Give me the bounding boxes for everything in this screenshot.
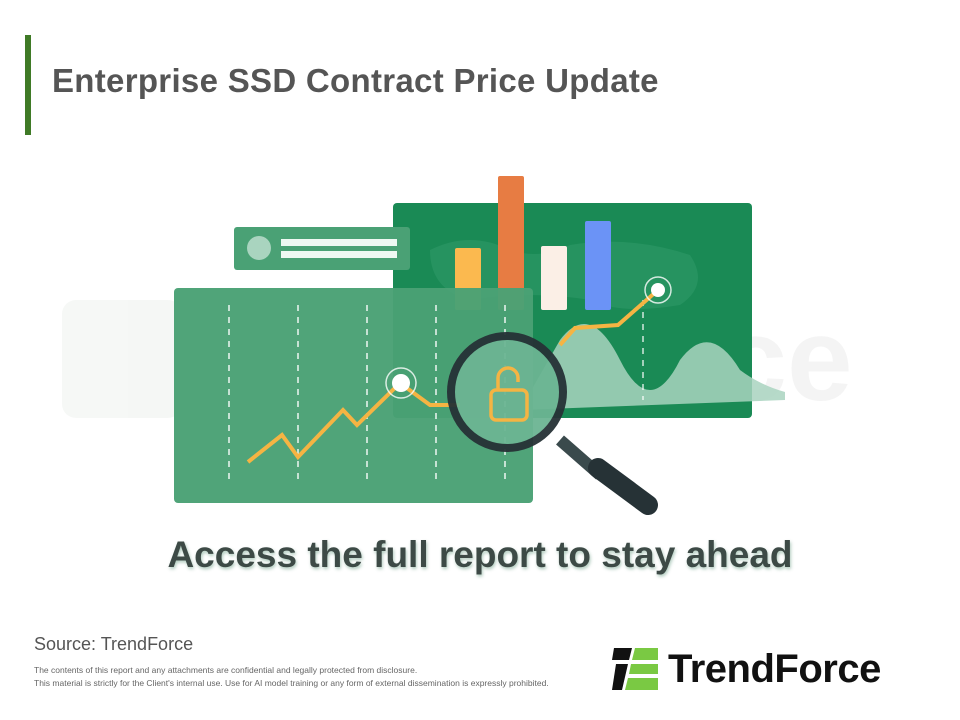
area-wave <box>520 324 785 410</box>
bar-cream <box>541 246 567 310</box>
back-data-point <box>651 283 665 297</box>
bar-blue <box>585 221 611 310</box>
magnifier-icon <box>447 332 658 515</box>
front-data-point <box>392 374 410 392</box>
trendforce-logo-text: TrendForce <box>668 646 881 691</box>
call-to-action-caption: Access the full report to stay ahead <box>167 534 793 575</box>
back-trend-line <box>558 288 660 347</box>
unlocked-padlock-icon <box>489 366 529 422</box>
info-card-avatar <box>247 236 271 260</box>
front-trend-line <box>246 380 460 464</box>
trendforce-logo-mark-icon <box>612 648 658 690</box>
disclaimer-line-1: The contents of this report and any atta… <box>34 665 418 675</box>
disclaimer-line-2: This material is strictly for the Client… <box>34 678 549 688</box>
info-card <box>234 227 410 270</box>
page-title: Enterprise SSD Contract Price Update <box>52 62 659 99</box>
bar-orange <box>498 176 524 310</box>
source-label: Source: TrendForce <box>34 634 194 654</box>
trendforce-logo: TrendForce <box>612 646 881 692</box>
title-accent-bar <box>25 35 31 135</box>
